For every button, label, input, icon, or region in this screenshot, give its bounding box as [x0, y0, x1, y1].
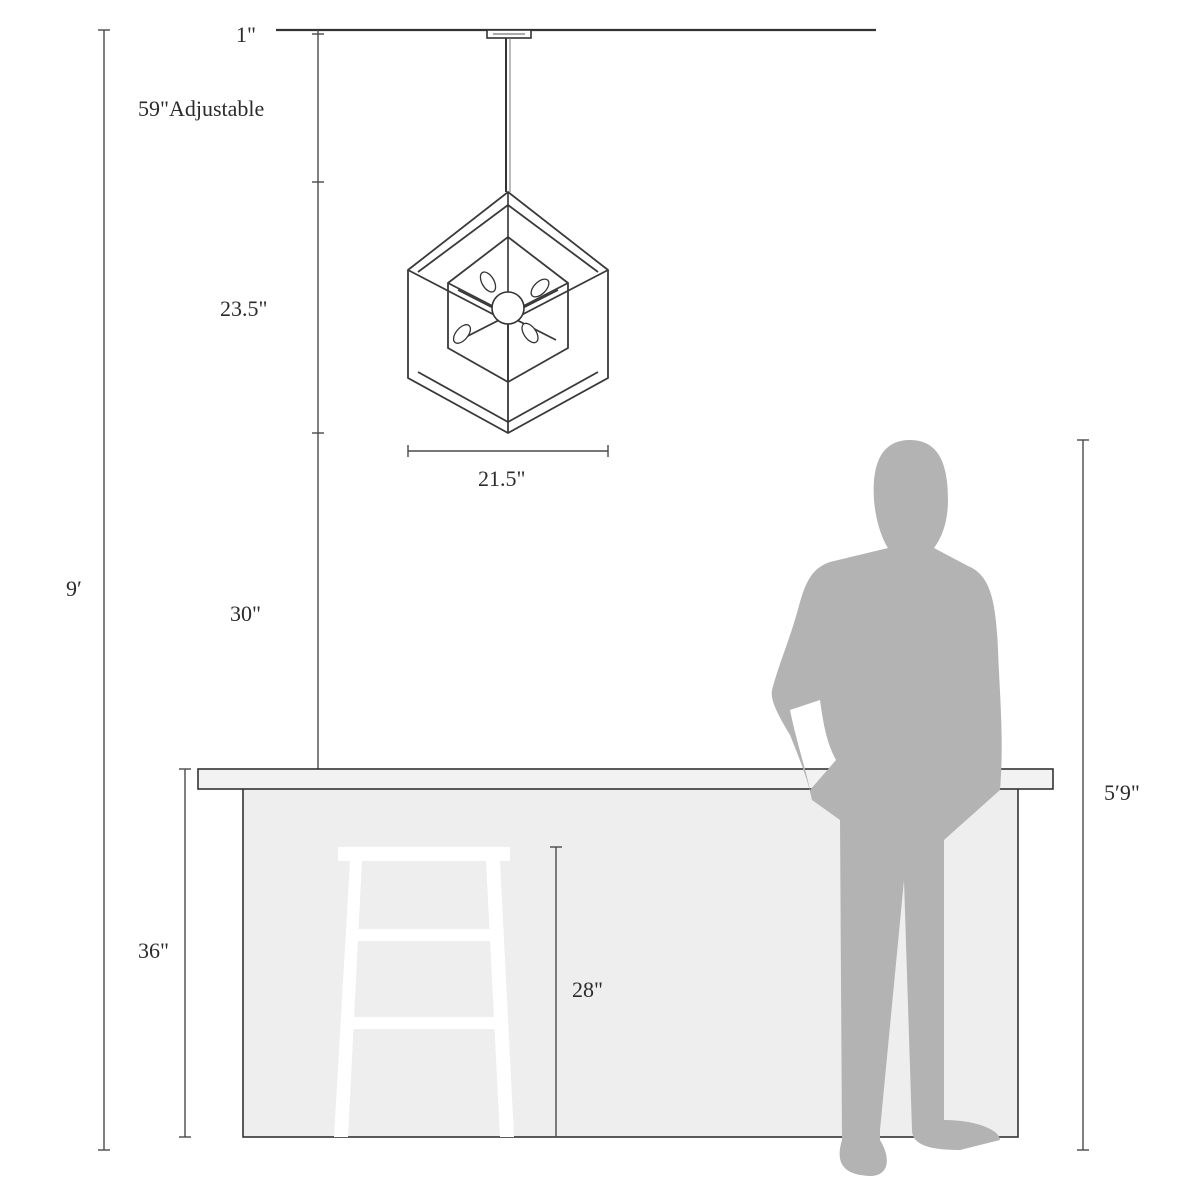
stool-height-dimension: [550, 846, 562, 1137]
label-fixture-width: 21.5": [478, 466, 525, 491]
label-fixture-height: 23.5": [220, 296, 267, 321]
pendant-light-icon: [407, 29, 609, 435]
ceiling-height-dimension: [98, 29, 110, 1151]
vertical-dimension-line: [312, 30, 324, 783]
bar-stool-icon: [334, 847, 514, 1137]
person-height-dimension: [1077, 439, 1089, 1151]
label-person-height: 5′9": [1104, 780, 1140, 805]
label-adjustable-rod: 59"Adjustable: [138, 96, 264, 121]
label-canopy-height: 1": [236, 22, 256, 47]
label-counter-height: 36": [138, 938, 169, 963]
person-silhouette-icon: [771, 440, 1002, 1176]
label-ceiling-height: 9′: [66, 576, 82, 601]
label-clearance: 30": [230, 601, 261, 626]
fixture-width-dimension: [407, 445, 609, 457]
label-stool-height: 28": [572, 977, 603, 1002]
counter-height-dimension: [179, 768, 191, 1138]
